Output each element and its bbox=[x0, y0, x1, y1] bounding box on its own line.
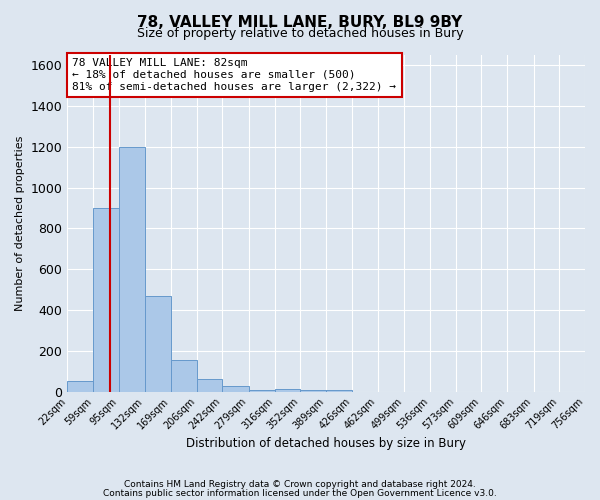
Bar bbox=[145, 296, 171, 392]
Bar bbox=[223, 386, 248, 392]
Y-axis label: Number of detached properties: Number of detached properties bbox=[15, 136, 25, 311]
Bar bbox=[67, 382, 94, 392]
Text: 78, VALLEY MILL LANE, BURY, BL9 9BY: 78, VALLEY MILL LANE, BURY, BL9 9BY bbox=[137, 15, 463, 30]
Bar bbox=[197, 380, 223, 392]
Text: Size of property relative to detached houses in Bury: Size of property relative to detached ho… bbox=[137, 28, 463, 40]
Bar bbox=[171, 360, 197, 392]
Bar bbox=[248, 390, 275, 392]
Bar bbox=[275, 389, 300, 392]
Text: Contains HM Land Registry data © Crown copyright and database right 2024.: Contains HM Land Registry data © Crown c… bbox=[124, 480, 476, 489]
Bar bbox=[300, 390, 326, 392]
Text: 78 VALLEY MILL LANE: 82sqm
← 18% of detached houses are smaller (500)
81% of sem: 78 VALLEY MILL LANE: 82sqm ← 18% of deta… bbox=[73, 58, 397, 92]
X-axis label: Distribution of detached houses by size in Bury: Distribution of detached houses by size … bbox=[186, 437, 466, 450]
Text: Contains public sector information licensed under the Open Government Licence v3: Contains public sector information licen… bbox=[103, 488, 497, 498]
Bar bbox=[94, 208, 119, 392]
Bar bbox=[326, 390, 352, 392]
Bar bbox=[119, 147, 145, 392]
